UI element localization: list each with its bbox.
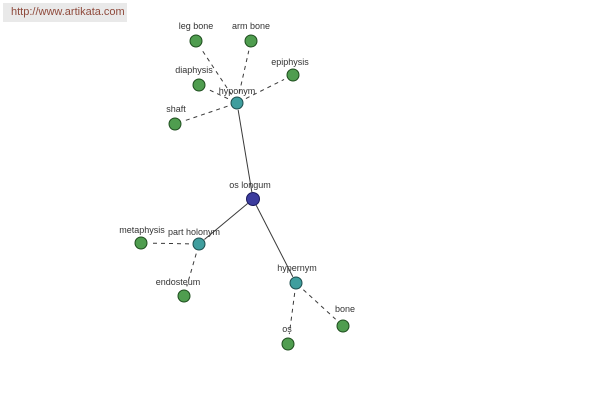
edge-hypernym-bone bbox=[303, 289, 336, 320]
node-bone[interactable] bbox=[336, 319, 350, 333]
node-hypernym[interactable] bbox=[289, 276, 303, 290]
edge-os-longum-part-holonym bbox=[204, 203, 248, 240]
node-label-leg-bone: leg bone bbox=[179, 21, 214, 31]
node-label-epiphysis: epiphysis bbox=[271, 57, 309, 67]
node-leg-bone[interactable] bbox=[189, 34, 203, 48]
edge-hypernym-os bbox=[288, 292, 296, 335]
node-label-endosteum: endosteum bbox=[156, 277, 201, 287]
node-part-holonym[interactable] bbox=[192, 237, 206, 251]
node-label-diaphysis: diaphysis bbox=[175, 65, 213, 75]
node-metaphysis[interactable] bbox=[134, 236, 148, 250]
node-label-metaphysis: metaphysis bbox=[119, 225, 165, 235]
node-shaft[interactable] bbox=[168, 117, 182, 131]
node-label-os-longum: os longum bbox=[229, 180, 271, 190]
node-label-os: os bbox=[282, 324, 292, 334]
node-arm-bone[interactable] bbox=[244, 34, 258, 48]
node-label-hyponym: hyponym bbox=[219, 86, 256, 96]
edge-os-longum-hypernym bbox=[255, 205, 294, 277]
edge-part-holonym-metaphysis bbox=[150, 242, 190, 245]
node-label-hypernym: hypernym bbox=[277, 263, 317, 273]
node-diaphysis[interactable] bbox=[192, 78, 206, 92]
node-label-shaft: shaft bbox=[166, 104, 186, 114]
edge-hyponym-shaft bbox=[184, 105, 228, 122]
node-os-longum[interactable] bbox=[246, 192, 260, 206]
node-label-part-holonym: part holonym bbox=[168, 227, 220, 237]
node-endosteum[interactable] bbox=[177, 289, 191, 303]
node-epiphysis[interactable] bbox=[286, 68, 300, 82]
node-label-arm-bone: arm bone bbox=[232, 21, 270, 31]
edge-os-longum-hyponym bbox=[237, 109, 253, 193]
edge-part-holonym-endosteum bbox=[186, 253, 197, 287]
node-os[interactable] bbox=[281, 337, 295, 351]
node-label-bone: bone bbox=[335, 304, 355, 314]
edge-hyponym-epiphysis bbox=[245, 79, 285, 99]
edge-hyponym-leg-bone bbox=[201, 49, 232, 95]
url-watermark: http://www.artikata.com bbox=[3, 3, 127, 22]
edge-hyponym-diaphysis bbox=[207, 88, 229, 100]
node-hyponym[interactable] bbox=[230, 96, 244, 110]
